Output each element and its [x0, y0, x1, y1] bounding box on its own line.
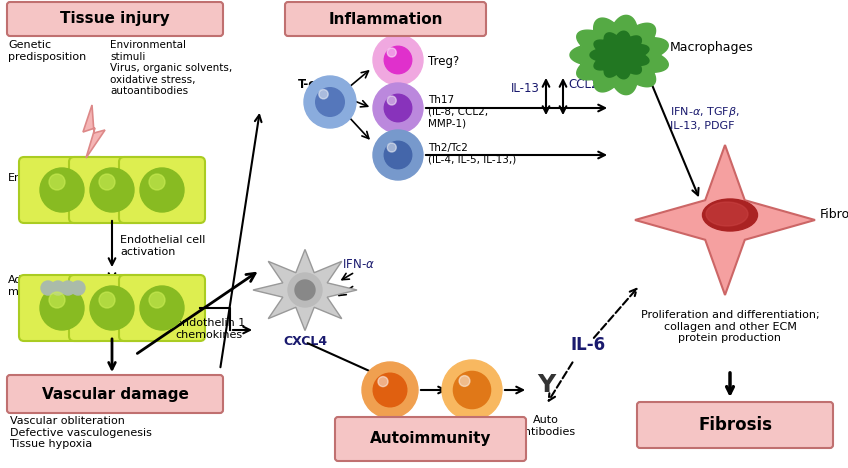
Text: Proliferation and differentiation;
collagen and other ECM
protein production: Proliferation and differentiation; colla…	[641, 310, 819, 343]
Text: B-cells: B-cells	[371, 422, 409, 432]
Polygon shape	[635, 145, 815, 295]
Text: IFN-$\alpha$: IFN-$\alpha$	[342, 258, 375, 271]
FancyBboxPatch shape	[19, 275, 105, 341]
Circle shape	[40, 286, 84, 330]
Circle shape	[295, 280, 315, 300]
Text: Th17
(IL-8, CCL2,
MMP-1): Th17 (IL-8, CCL2, MMP-1)	[428, 95, 488, 128]
Circle shape	[319, 89, 328, 99]
FancyBboxPatch shape	[637, 402, 833, 448]
Circle shape	[442, 360, 502, 420]
Circle shape	[71, 281, 85, 295]
Circle shape	[51, 281, 65, 295]
Circle shape	[378, 377, 388, 387]
Circle shape	[304, 76, 356, 128]
Circle shape	[149, 174, 165, 190]
Circle shape	[384, 46, 412, 74]
Text: Macrophages: Macrophages	[670, 42, 754, 54]
Text: Endothelium: Endothelium	[8, 173, 79, 183]
Text: Fibroblast: Fibroblast	[820, 209, 848, 221]
Circle shape	[40, 168, 84, 212]
FancyBboxPatch shape	[119, 157, 205, 223]
Circle shape	[315, 88, 344, 117]
Text: Genetic
predisposition: Genetic predisposition	[8, 40, 86, 62]
FancyBboxPatch shape	[69, 275, 155, 341]
FancyBboxPatch shape	[119, 275, 205, 341]
Circle shape	[373, 83, 423, 133]
Text: Tissue injury: Tissue injury	[60, 12, 170, 27]
FancyBboxPatch shape	[19, 157, 105, 223]
Polygon shape	[590, 31, 649, 79]
Circle shape	[149, 292, 165, 308]
Text: Adhesion
molecules: Adhesion molecules	[8, 275, 64, 297]
Text: Y: Y	[537, 373, 555, 397]
Polygon shape	[253, 249, 357, 330]
Circle shape	[99, 174, 115, 190]
Circle shape	[362, 362, 418, 418]
Ellipse shape	[706, 202, 748, 226]
Circle shape	[140, 286, 184, 330]
Circle shape	[388, 96, 396, 105]
Text: Auto
antibodies: Auto antibodies	[517, 415, 575, 437]
Circle shape	[373, 35, 423, 85]
Text: IL-13: IL-13	[511, 81, 540, 95]
Circle shape	[373, 373, 407, 407]
Text: Vascular damage: Vascular damage	[42, 387, 188, 402]
FancyBboxPatch shape	[69, 157, 155, 223]
Text: IFN-$\alpha$, TGF$\beta$,
IL-13, PDGF: IFN-$\alpha$, TGF$\beta$, IL-13, PDGF	[670, 105, 739, 131]
Circle shape	[373, 130, 423, 180]
Circle shape	[99, 292, 115, 308]
Ellipse shape	[702, 199, 757, 231]
Text: Autoimmunity: Autoimmunity	[370, 431, 491, 446]
Text: Treg?: Treg?	[428, 56, 460, 68]
Polygon shape	[570, 15, 668, 95]
Text: CXCL4: CXCL4	[283, 335, 327, 348]
Text: Endothelial cell
activation: Endothelial cell activation	[120, 235, 205, 256]
Circle shape	[49, 174, 65, 190]
Text: Endothelin 1
chemokines: Endothelin 1 chemokines	[175, 318, 245, 340]
Circle shape	[454, 372, 491, 409]
Text: CCL2: CCL2	[568, 79, 599, 92]
Circle shape	[384, 141, 412, 169]
Circle shape	[61, 281, 75, 295]
Circle shape	[90, 286, 134, 330]
FancyBboxPatch shape	[7, 2, 223, 36]
Polygon shape	[83, 105, 105, 158]
Circle shape	[140, 168, 184, 212]
Text: Vascular obliteration
Defective vasculogenesis
Tissue hypoxia: Vascular obliteration Defective vasculog…	[10, 416, 152, 449]
Circle shape	[388, 143, 396, 152]
Circle shape	[459, 376, 470, 387]
Circle shape	[49, 292, 65, 308]
Circle shape	[384, 94, 412, 122]
Text: Inflammation: Inflammation	[328, 12, 443, 27]
Circle shape	[90, 168, 134, 212]
FancyBboxPatch shape	[335, 417, 526, 461]
Text: IL-6: IL-6	[570, 336, 605, 354]
FancyBboxPatch shape	[285, 2, 486, 36]
Circle shape	[288, 273, 322, 307]
Circle shape	[388, 48, 396, 57]
Text: Environmental
stimuli
Virus, organic solvents,
oxidative stress,
autoantibodies: Environmental stimuli Virus, organic sol…	[110, 40, 232, 96]
FancyBboxPatch shape	[7, 375, 223, 413]
Text: T-cells: T-cells	[298, 79, 339, 92]
Text: Th2/Tc2
(IL-4, IL-5, IL-13,): Th2/Tc2 (IL-4, IL-5, IL-13,)	[428, 143, 516, 165]
Circle shape	[41, 281, 55, 295]
Text: Plasma
cells: Plasma cells	[452, 424, 492, 446]
Text: Fibrosis: Fibrosis	[698, 416, 772, 434]
